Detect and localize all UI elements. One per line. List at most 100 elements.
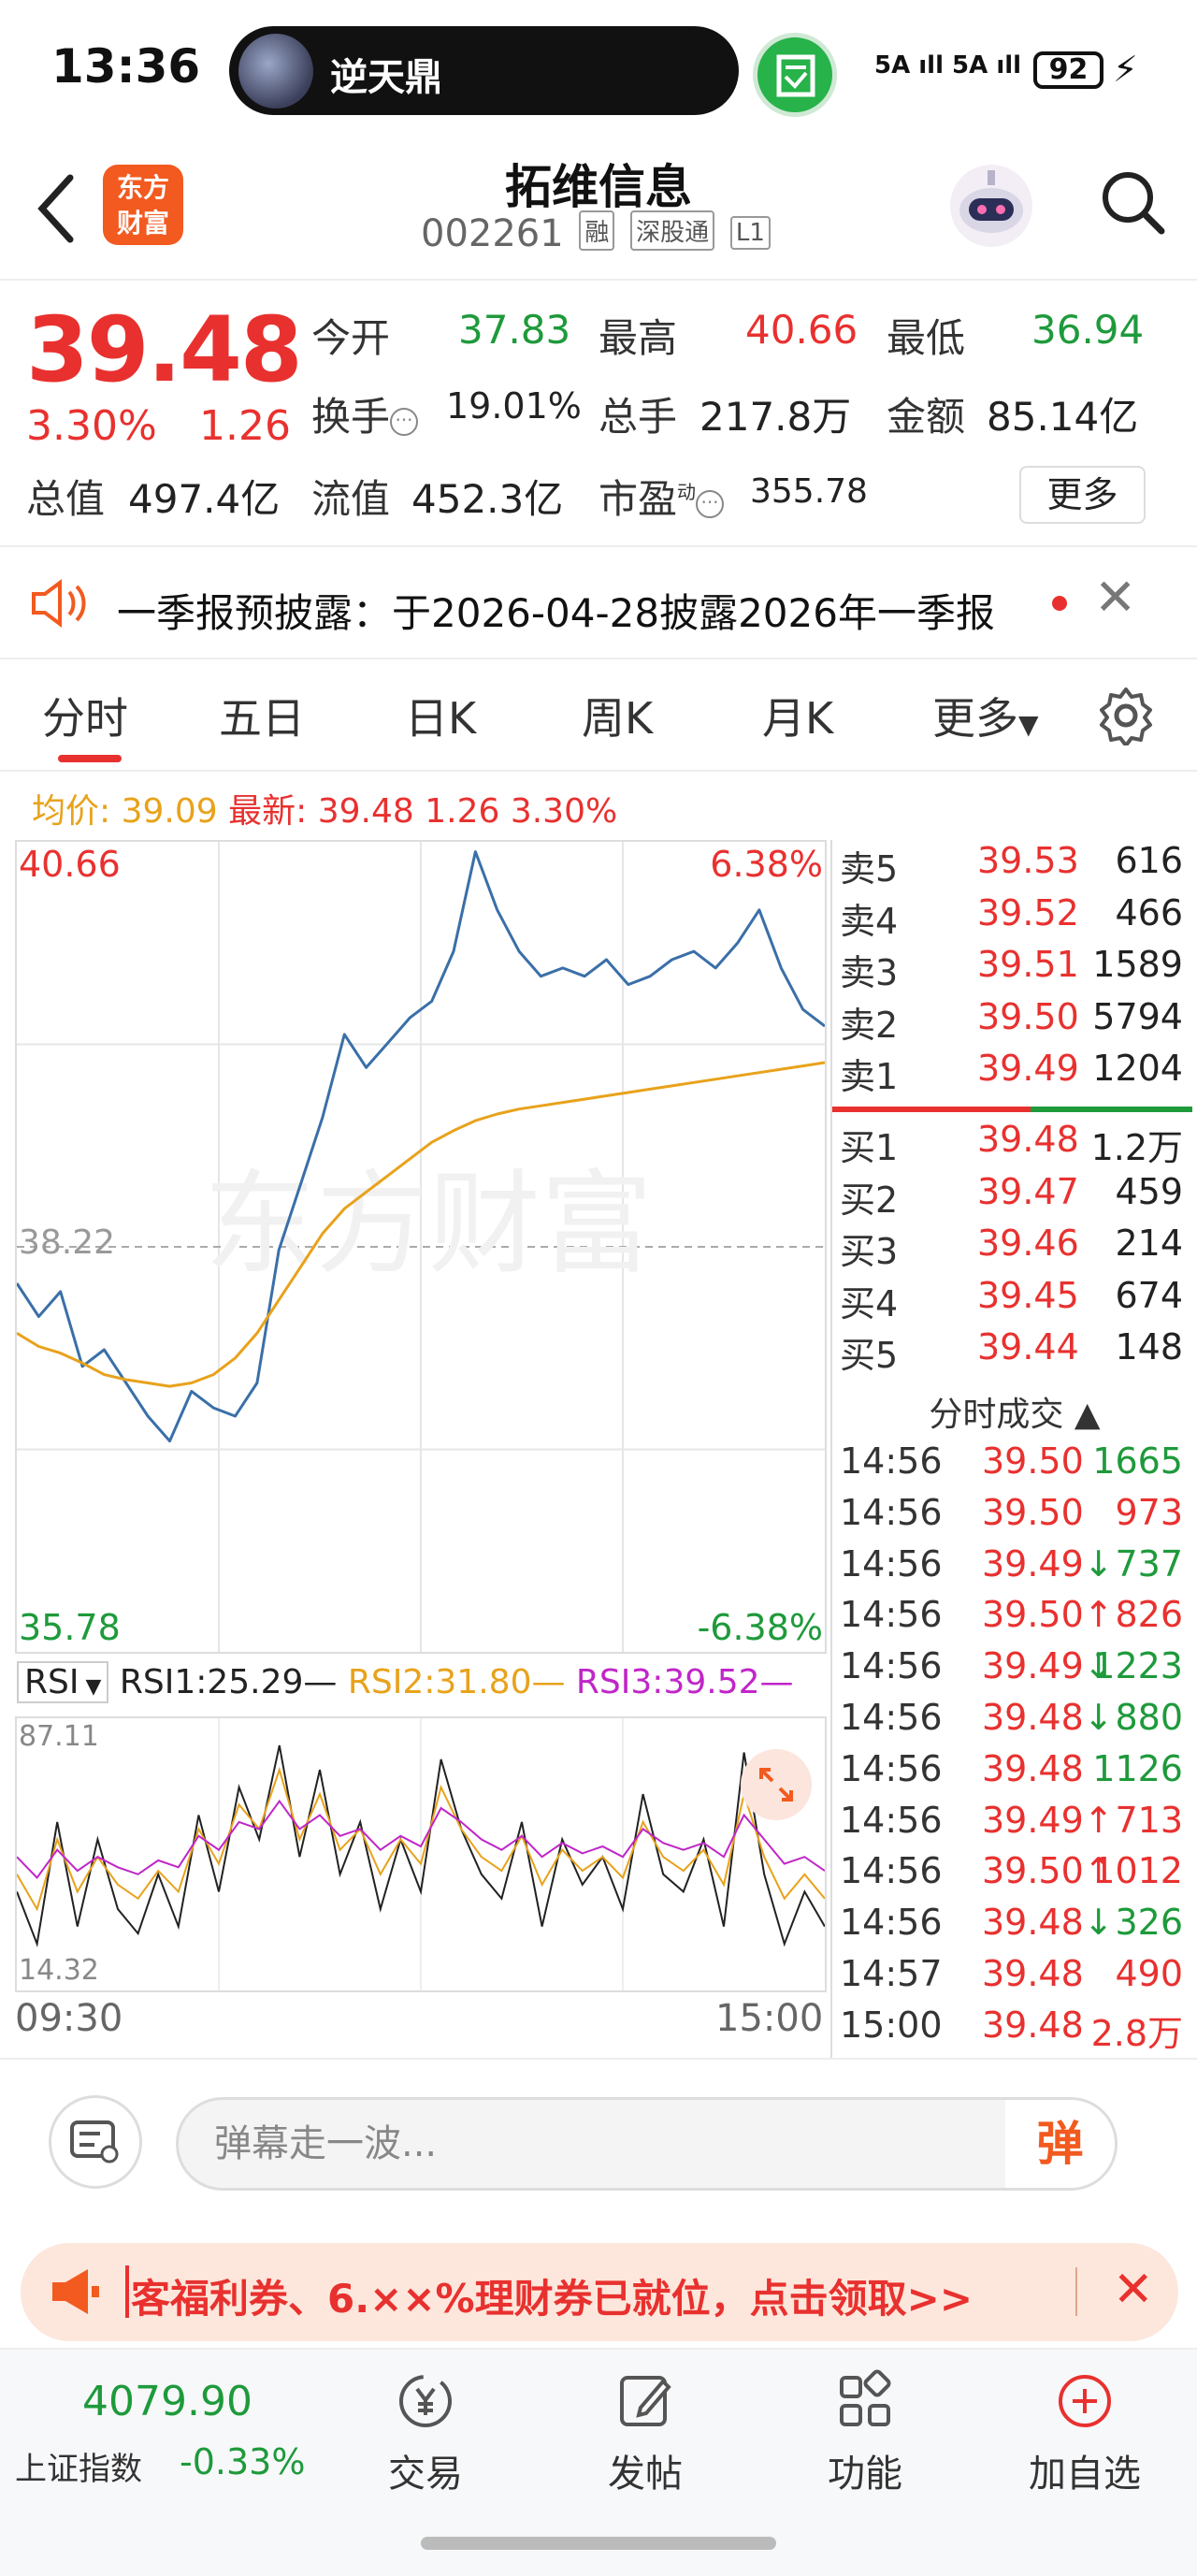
bid-volume: 148 bbox=[1115, 1326, 1183, 1368]
y-bottom-label: 35.78 bbox=[19, 1607, 121, 1648]
ask-row[interactable]: 卖4 39.52 466 bbox=[832, 892, 1192, 944]
open-label: 今开 bbox=[311, 315, 391, 361]
tab-more[interactable]: 更多▼ bbox=[932, 685, 1039, 746]
more-quote-button[interactable]: 更多 bbox=[1019, 466, 1146, 524]
close-icon[interactable]: ✕ bbox=[1094, 568, 1137, 627]
tab-weekly-k[interactable]: 周K bbox=[582, 693, 654, 744]
trade-row: 14:56 39.48 1126 bbox=[832, 1748, 1192, 1800]
gear-icon bbox=[1100, 687, 1152, 747]
y-mid-label: 38.22 bbox=[19, 1223, 116, 1262]
promo-banner[interactable]: 客福利券、6.××%理财券已就位，点击领取>> ✕ bbox=[21, 2243, 1178, 2341]
bid-row[interactable]: 买4 39.45 674 bbox=[832, 1275, 1192, 1326]
pe-label: 市盈动 ··· bbox=[598, 468, 725, 525]
trades-title[interactable]: 分时成交 ▲ bbox=[929, 1396, 1101, 1434]
nav-post[interactable]: 发帖 bbox=[570, 2368, 720, 2497]
indicator-select-label: RSI bbox=[24, 1663, 79, 1701]
orderbook-divider bbox=[830, 840, 832, 2060]
stock-name: 拓维信息 bbox=[505, 160, 692, 214]
low-label: 最低 bbox=[887, 315, 966, 361]
media-pill[interactable]: 逆天鼎 bbox=[229, 26, 739, 115]
ask-label: 卖1 bbox=[840, 1056, 899, 1097]
tab-daily-k[interactable]: 日K bbox=[405, 693, 477, 744]
bid-row[interactable]: 买3 39.46 214 bbox=[832, 1223, 1192, 1274]
ask-volume: 1589 bbox=[1092, 944, 1183, 985]
trade-time: 14:56 bbox=[840, 1747, 943, 1789]
intraday-chart[interactable]: 东方财富 40.66 38.22 35.78 6.38% -6.38% bbox=[15, 840, 827, 1654]
trade-time: 14:56 bbox=[840, 1542, 943, 1585]
rsi-grid bbox=[218, 1718, 624, 1990]
ask-row[interactable]: 卖3 39.51 1589 bbox=[832, 944, 1192, 995]
ask-row[interactable]: 卖1 39.49 1204 bbox=[832, 1048, 1192, 1099]
tab-five-day[interactable]: 五日 bbox=[219, 693, 305, 744]
bid-ask-divider bbox=[832, 1107, 1192, 1112]
trade-price-value: 39.48 bbox=[982, 1953, 1084, 1994]
bid-label: 买5 bbox=[840, 1335, 899, 1376]
danmaku-send-button[interactable]: 弹 bbox=[1005, 2100, 1115, 2188]
yen-exchange-icon bbox=[399, 2375, 452, 2427]
trade-price: 39.50 bbox=[982, 1492, 1084, 1533]
index-value: 4079.90 bbox=[82, 2378, 252, 2425]
clock: 13:36 bbox=[51, 39, 201, 94]
reader-app-icon[interactable] bbox=[753, 33, 837, 117]
rsi3-line bbox=[17, 1799, 825, 1880]
trade-time: 14:56 bbox=[840, 1645, 943, 1687]
amount-label: 金额 bbox=[887, 394, 966, 440]
trade-price-value: 39.50 bbox=[982, 1594, 1084, 1636]
trade-direction: ↓ bbox=[1083, 1645, 1114, 1687]
ask-volume: 5794 bbox=[1092, 995, 1183, 1037]
mktcap-value: 497.4亿 bbox=[128, 476, 281, 522]
search-button[interactable] bbox=[1094, 154, 1169, 248]
trade-price-value: 39.48 bbox=[982, 1902, 1084, 1944]
notice-text: 一季报预披露：于2026-04-28披露2026年一季报 bbox=[117, 590, 995, 636]
trade-volume: 326 bbox=[1115, 1902, 1183, 1944]
nav-features[interactable]: 功能 bbox=[790, 2368, 940, 2497]
rsi1-value: RSI1:25.29— bbox=[119, 1663, 338, 1701]
bid-row[interactable]: 买5 39.44 148 bbox=[832, 1326, 1192, 1378]
bid-label: 买3 bbox=[840, 1231, 899, 1272]
trade-time: 14:56 bbox=[840, 1850, 943, 1892]
trade-time: 14:56 bbox=[840, 1902, 943, 1944]
chart-settings-button[interactable] bbox=[1096, 686, 1156, 747]
ask-row[interactable]: 卖5 39.53 616 bbox=[832, 840, 1192, 891]
trade-row: 14:56 39.50 973 bbox=[832, 1492, 1192, 1543]
expand-chart-button[interactable] bbox=[741, 1749, 812, 1820]
speaker-icon bbox=[32, 579, 86, 628]
tag-margin: 融 bbox=[579, 210, 615, 251]
trade-price-value: 39.50 bbox=[982, 1440, 1084, 1482]
indicator-select[interactable]: RSI ▼ bbox=[17, 1661, 109, 1703]
nav-add-watchlist[interactable]: 加自选 bbox=[1010, 2368, 1160, 2497]
info-icon[interactable]: ··· bbox=[696, 490, 725, 518]
bid-row[interactable]: 买1 39.48 1.2万 bbox=[832, 1119, 1192, 1170]
float-label: 流值 bbox=[311, 476, 391, 522]
header: 东方 财富 拓维信息 002261 融 深股通 L1 bbox=[0, 140, 1197, 281]
tab-intraday[interactable]: 分时 bbox=[42, 693, 128, 744]
tab-monthly-k[interactable]: 月K bbox=[762, 693, 834, 744]
amount-value: 85.14亿 bbox=[987, 394, 1139, 440]
grid-icon bbox=[840, 2369, 891, 2426]
ask-label: 卖4 bbox=[840, 900, 899, 942]
notice-bar[interactable]: 一季报预披露：于2026-04-28披露2026年一季报 ✕ bbox=[0, 549, 1197, 659]
danmaku-input[interactable]: 弹幕走一波... bbox=[176, 2097, 1118, 2191]
trade-row: 15:00 39.48 2.8万 bbox=[832, 2004, 1192, 2056]
bid-price: 39.45 bbox=[977, 1274, 1079, 1316]
ask-label: 卖5 bbox=[840, 848, 899, 890]
nav-trade[interactable]: 交易 bbox=[351, 2368, 500, 2497]
close-icon[interactable]: ✕ bbox=[1113, 2262, 1154, 2318]
promo-separator bbox=[1075, 2267, 1077, 2316]
pct-top-label: 6.38% bbox=[710, 844, 823, 885]
bid-row[interactable]: 买2 39.47 459 bbox=[832, 1171, 1192, 1223]
trade-row: 14:56 39.49↓ 737 bbox=[832, 1543, 1192, 1595]
back-button[interactable] bbox=[28, 166, 84, 251]
trade-time: 14:56 bbox=[840, 1491, 943, 1533]
turnover-label: 换手 ··· bbox=[311, 385, 419, 442]
ask-row[interactable]: 卖2 39.50 5794 bbox=[832, 996, 1192, 1048]
bid-label: 买4 bbox=[840, 1282, 899, 1324]
trade-price-value: 39.49 bbox=[982, 1799, 1084, 1841]
info-icon[interactable]: ··· bbox=[390, 408, 419, 436]
danmaku-settings-button[interactable] bbox=[49, 2095, 142, 2189]
caret-down-icon: ▼ bbox=[79, 1675, 102, 1699]
bid-volume: 459 bbox=[1115, 1170, 1183, 1212]
ai-assistant-icon[interactable] bbox=[945, 159, 1038, 253]
trade-direction: ↑ bbox=[1083, 1850, 1114, 1892]
rsi-chart[interactable]: 87.11 14.32 bbox=[15, 1716, 827, 1992]
